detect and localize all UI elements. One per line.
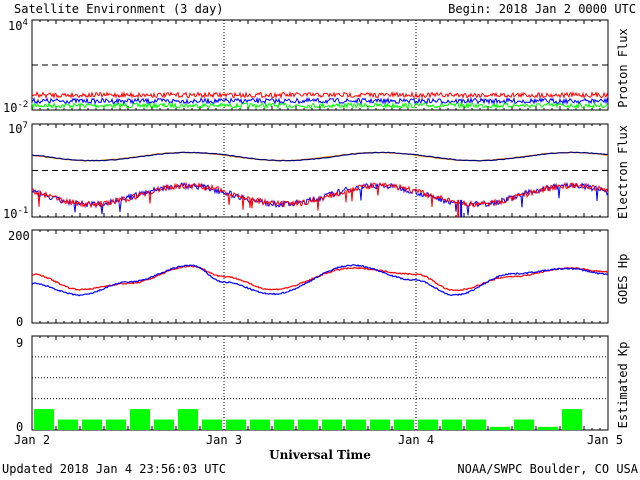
estimated-kp-panel bbox=[32, 356, 608, 430]
kp-ytick-top: 9 bbox=[16, 336, 23, 350]
kp-bar bbox=[178, 409, 198, 430]
electron-ytick-top: 107 bbox=[8, 121, 28, 136]
proton-ytick-top: 104 bbox=[8, 18, 28, 33]
electron-flux-panel bbox=[31, 151, 609, 217]
xtick-jan2: Jan 2 bbox=[14, 433, 50, 447]
electron-ylabel: Electron Flux bbox=[616, 125, 630, 219]
kp-bar bbox=[346, 419, 366, 430]
kp-bar bbox=[274, 419, 294, 430]
kp-bar bbox=[226, 419, 246, 430]
hp-series-red bbox=[31, 265, 608, 292]
kp-bar bbox=[562, 409, 582, 430]
kp-bar bbox=[394, 419, 414, 430]
kp-frame bbox=[31, 335, 609, 431]
xtick-jan4: Jan 4 bbox=[398, 433, 434, 447]
kp-bar bbox=[370, 419, 390, 430]
electron-ytick-bottom: 10-1 bbox=[3, 206, 28, 221]
hp-ylabel: GOES Hp bbox=[616, 254, 630, 305]
updated-timestamp: Updated 2018 Jan 4 23:56:03 UTC bbox=[2, 462, 226, 476]
xtick-jan5: Jan 5 bbox=[587, 433, 623, 447]
proton-series-red bbox=[31, 90, 609, 100]
kp-bar bbox=[34, 409, 54, 430]
kp-ylabel: Estimated Kp bbox=[616, 342, 630, 429]
kp-bar bbox=[106, 419, 126, 430]
x-axis-title: Universal Time bbox=[269, 448, 371, 462]
kp-bar bbox=[82, 419, 102, 430]
kp-bar bbox=[322, 419, 342, 430]
kp-bar bbox=[490, 426, 510, 430]
electron-series-navy bbox=[31, 151, 609, 162]
kp-bar bbox=[130, 409, 150, 430]
hp-ytick-top: 200 bbox=[8, 229, 30, 243]
proton-ytick-bottom: 10-2 bbox=[3, 100, 28, 115]
xtick-jan3: Jan 3 bbox=[206, 433, 242, 447]
day-gridlines bbox=[223, 20, 417, 430]
hp-series-blue bbox=[31, 264, 609, 297]
kp-bar bbox=[466, 419, 486, 430]
kp-ytick-bottom: 0 bbox=[16, 420, 23, 434]
kp-bar bbox=[514, 419, 534, 430]
kp-bar bbox=[298, 419, 318, 430]
kp-bar bbox=[442, 419, 462, 430]
kp-bar bbox=[538, 426, 558, 430]
hp-ytick-bottom: 0 bbox=[16, 315, 23, 329]
kp-bar bbox=[58, 419, 78, 430]
kp-bar bbox=[154, 419, 174, 430]
panel-frames bbox=[31, 19, 609, 431]
kp-bar bbox=[202, 419, 222, 430]
electron-series-red bbox=[31, 181, 609, 211]
electron-series-blue bbox=[31, 181, 609, 216]
begin-date: Begin: 2018 Jan 2 0000 UTC bbox=[448, 2, 636, 16]
proton-flux-panel bbox=[31, 64, 609, 110]
proton-ylabel: Proton Flux bbox=[616, 28, 630, 107]
goes-hp-panel bbox=[31, 264, 609, 297]
proton-series-blue bbox=[31, 96, 609, 106]
credit-line: NOAA/SWPC Boulder, CO USA bbox=[457, 462, 638, 476]
kp-bar bbox=[418, 419, 438, 430]
proton-series-green bbox=[31, 101, 609, 110]
chart-title: Satellite Environment (3 day) bbox=[14, 2, 224, 16]
kp-bar bbox=[250, 419, 270, 430]
